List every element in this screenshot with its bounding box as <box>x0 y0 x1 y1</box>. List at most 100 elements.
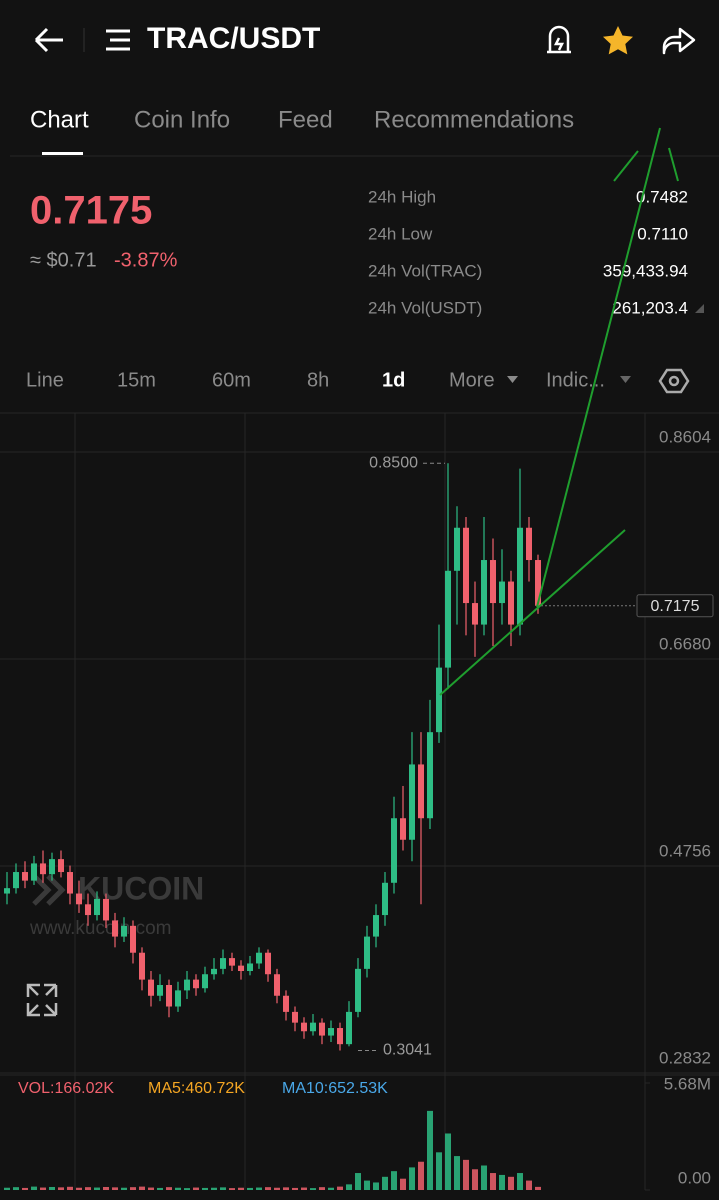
interval[interactable]: 60m <box>212 369 251 391</box>
pair-title: TRAC/USDT <box>147 22 320 55</box>
candle-body <box>319 1022 325 1036</box>
candle-body <box>283 995 289 1012</box>
settings-icon[interactable] <box>658 368 690 394</box>
candle-body <box>265 952 271 975</box>
candle-body <box>301 1022 307 1032</box>
tab[interactable]: Feed <box>278 106 333 133</box>
candle-body <box>139 952 145 980</box>
volume-tick-label: 5.68M <box>664 1074 711 1093</box>
volume-bar <box>229 1188 235 1190</box>
candle-body <box>103 898 109 921</box>
fullscreen-icon[interactable] <box>26 983 58 1017</box>
volume-bar <box>517 1173 523 1190</box>
candle-body <box>202 974 208 989</box>
volume-bar <box>13 1187 19 1190</box>
interval[interactable]: 8h <box>307 369 329 391</box>
volume-bar <box>121 1187 127 1190</box>
volume-bar <box>364 1180 370 1190</box>
candle-body <box>526 527 532 561</box>
dropdown-caret <box>507 376 518 383</box>
volume-bar <box>76 1187 82 1190</box>
candle-body <box>436 667 442 733</box>
candle-body <box>211 968 217 975</box>
candle-body <box>391 818 397 883</box>
candle-body <box>247 963 253 972</box>
stat-label: 24h Vol(USDT) <box>368 298 482 317</box>
share-icon[interactable] <box>662 27 696 55</box>
tab[interactable]: Coin Info <box>134 106 230 133</box>
stat-label: 24h Vol(TRAC) <box>368 261 482 280</box>
volume-bar <box>463 1159 469 1190</box>
candle-body <box>382 882 388 916</box>
volume-bar <box>67 1186 73 1190</box>
candle-body <box>427 732 433 819</box>
candle-body <box>40 863 46 875</box>
interval[interactable]: 15m <box>117 369 156 391</box>
volume-bar <box>166 1187 172 1190</box>
volume-bar <box>211 1187 217 1190</box>
tab-active[interactable]: Chart <box>30 106 89 133</box>
favorite-star[interactable] <box>603 26 633 55</box>
volume-bar <box>157 1187 163 1190</box>
candle-body <box>355 968 361 1012</box>
interval-active[interactable]: 1d <box>382 369 405 391</box>
volume-bar <box>202 1187 208 1190</box>
indicators[interactable]: Indic... <box>546 369 605 391</box>
volume-bar <box>184 1188 190 1190</box>
candle-body <box>409 764 415 840</box>
dropdown-caret <box>620 376 631 383</box>
volume-bar <box>139 1186 145 1190</box>
volume-bar <box>508 1176 514 1190</box>
last-price-label: 0.7175 <box>651 598 700 615</box>
candle-body <box>49 859 55 875</box>
volume-bar <box>346 1184 352 1190</box>
candle-body <box>94 898 100 916</box>
volume-bar <box>400 1178 406 1190</box>
volume-bar <box>526 1180 532 1190</box>
watermark-url: www.kucoin.com <box>29 918 172 939</box>
high-label: 0.8500 <box>369 454 418 471</box>
candle-body <box>490 560 496 604</box>
candle-body <box>58 859 64 873</box>
candle-body <box>76 893 82 905</box>
volume-bar <box>265 1187 271 1190</box>
volume-bar <box>4 1187 10 1190</box>
tab[interactable]: Recommendations <box>374 106 574 133</box>
back-button[interactable] <box>34 27 63 53</box>
candle-body <box>472 603 478 625</box>
volume-bar <box>490 1173 496 1190</box>
candle-body <box>238 965 244 972</box>
volume-bar <box>418 1161 424 1190</box>
volume-bar <box>130 1187 136 1190</box>
stat-value: 359,433.94 <box>603 261 688 280</box>
volume-bar <box>355 1173 361 1190</box>
volume-bar <box>454 1156 460 1190</box>
candle-body <box>220 958 226 969</box>
alert-icon[interactable] <box>547 25 571 54</box>
stat-value: 0.7482 <box>636 187 688 206</box>
interval[interactable]: Line <box>26 369 64 391</box>
volume-bar <box>382 1176 388 1190</box>
approx-price: ≈ $0.71 <box>30 249 97 271</box>
volume-bar <box>427 1110 433 1190</box>
volume-bar <box>193 1187 199 1190</box>
volume-bar <box>112 1187 118 1190</box>
volume-bar <box>310 1188 316 1190</box>
volume-bar <box>85 1187 91 1190</box>
volume-bar <box>40 1187 46 1190</box>
candle-body <box>175 990 181 1007</box>
interval-more[interactable]: More <box>449 369 495 391</box>
volume-bar <box>283 1187 289 1190</box>
menu-icon[interactable] <box>106 29 130 51</box>
volume-legend: MA5:460.72K <box>148 1080 245 1097</box>
last-price-box <box>636 594 714 618</box>
candle-body <box>148 979 154 996</box>
volume-bar <box>535 1186 541 1190</box>
candle-body <box>22 872 28 881</box>
candle-body <box>256 952 262 964</box>
candle-body <box>31 863 37 881</box>
volume-bar <box>328 1187 334 1190</box>
candle-body <box>184 979 190 991</box>
volume-bar <box>31 1186 37 1190</box>
plot: 0.2832 0.4756 0.6680 0.8604 0.00 5.68M 0.8500 0… <box>0 427 719 1191</box>
